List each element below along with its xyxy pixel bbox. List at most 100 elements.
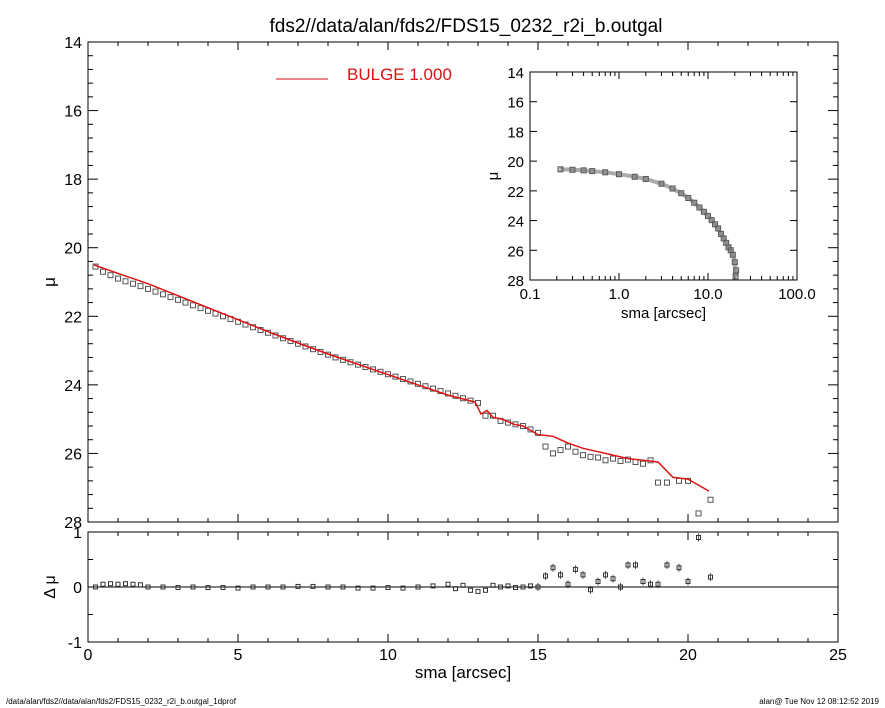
data-point	[610, 455, 616, 462]
main-y-tick-label: 26	[64, 446, 82, 463]
residual-y-tick-label: 1	[73, 525, 82, 542]
inset-panel: 0.1 1.0 10.0 100.0 14 16 18 20 22 24 26 28 sma [arcs…	[485, 65, 816, 322]
main-y-tick-label: 14	[64, 35, 82, 52]
residual-point	[295, 583, 301, 589]
main-y-axis-label: μ	[40, 277, 59, 287]
residual-point	[325, 584, 331, 590]
main-y-tick-label: 20	[64, 241, 82, 258]
data-point	[640, 460, 646, 467]
main-y-tick-label: 18	[64, 172, 82, 189]
data-point	[550, 450, 556, 457]
residual-point	[513, 585, 518, 591]
residual-point	[340, 584, 346, 590]
residual-x-tick-label: 10	[379, 647, 397, 664]
residual-point	[580, 572, 586, 578]
data-point	[587, 453, 594, 460]
inset-y-axis-label: μ	[485, 172, 502, 181]
legend-label: BULGE 1.000	[347, 65, 452, 84]
data-point	[602, 457, 609, 464]
inset-background	[529, 71, 798, 281]
residual-point	[603, 572, 608, 578]
main-panel: 14 16 18 20 22 24 26 28 μ BULGE 1.000	[40, 35, 839, 532]
residual-y-axis-label: Δ μ	[42, 575, 59, 598]
residual-point	[468, 587, 473, 593]
inset-x-tick-label: 100.0	[778, 286, 816, 303]
data-point	[565, 443, 571, 450]
residual-point	[453, 586, 458, 592]
data-point	[130, 280, 136, 287]
data-point	[707, 496, 714, 503]
residual-point	[708, 574, 713, 580]
data-point	[167, 294, 174, 301]
residual-point	[115, 581, 121, 587]
residual-point	[633, 562, 638, 568]
main-y-tick-label: 22	[64, 309, 82, 326]
inset-x-tick-label: 1.0	[609, 286, 630, 303]
residual-point	[550, 565, 556, 571]
data-point	[160, 291, 166, 298]
residual-point	[160, 584, 166, 590]
residual-point	[190, 584, 196, 590]
residual-point	[610, 576, 616, 582]
residual-point	[175, 585, 181, 591]
residual-point	[528, 583, 533, 589]
residual-point	[490, 582, 496, 588]
residual-y-tick-label: 0	[73, 580, 82, 597]
residual-point	[558, 572, 563, 578]
data-point	[115, 275, 121, 282]
inset-y-tick-label: 26	[507, 243, 524, 260]
residual-point	[498, 584, 503, 590]
residual-x-tick-label: 15	[529, 647, 547, 664]
residual-point	[310, 583, 316, 589]
residual-point	[640, 579, 646, 584]
residual-point	[543, 573, 548, 579]
residual-point	[280, 584, 286, 590]
residual-x-tick-label: 20	[679, 647, 697, 664]
data-point	[100, 268, 106, 275]
residual-point	[595, 579, 601, 584]
inset-y-tick-label: 16	[507, 95, 524, 112]
main-y-tick-label: 16	[64, 104, 82, 121]
residual-point	[385, 585, 391, 591]
x-axis-label: sma [arcsec]	[415, 663, 511, 682]
data-point	[617, 457, 624, 464]
main-y-tick-label: 24	[64, 378, 82, 395]
inset-y-tick-label: 24	[507, 214, 524, 231]
footer-file-path: /data/alan/fds2//data/alan/fds2/FDS15_02…	[6, 697, 236, 706]
data-point	[695, 510, 702, 517]
main-y-tick-label: 28	[64, 515, 82, 532]
data-point	[152, 288, 159, 295]
residual-point	[430, 583, 436, 589]
data-point	[175, 296, 181, 303]
data-point	[595, 454, 601, 461]
residual-point	[138, 582, 143, 588]
residual-point	[123, 581, 128, 587]
residual-point	[655, 581, 661, 587]
data-point	[490, 412, 496, 419]
data-point	[557, 447, 564, 453]
residual-point	[93, 584, 98, 590]
inset-plot-frame	[529, 71, 798, 281]
inset-y-tick-label: 14	[507, 65, 524, 82]
residual-point	[250, 584, 256, 590]
residual-point	[108, 581, 113, 587]
residual-point	[573, 566, 578, 572]
data-point	[445, 390, 451, 397]
residual-point	[588, 587, 593, 593]
data-point	[676, 477, 682, 484]
inset-profile-band	[560, 167, 739, 277]
residual-x-tick-label: 25	[829, 647, 847, 664]
inset-y-tick-label: 22	[507, 184, 524, 201]
residual-point	[220, 585, 226, 591]
main-plot-frame	[87, 41, 839, 523]
residual-point	[235, 585, 241, 591]
data-point	[122, 278, 129, 285]
inset-x-tick-label: 0.1	[520, 286, 541, 303]
data-point	[137, 283, 144, 290]
residual-point	[265, 584, 271, 590]
inset-y-tick-label: 20	[507, 154, 524, 171]
data-point	[580, 452, 586, 459]
residual-point	[355, 585, 361, 591]
residual-point	[676, 565, 682, 571]
